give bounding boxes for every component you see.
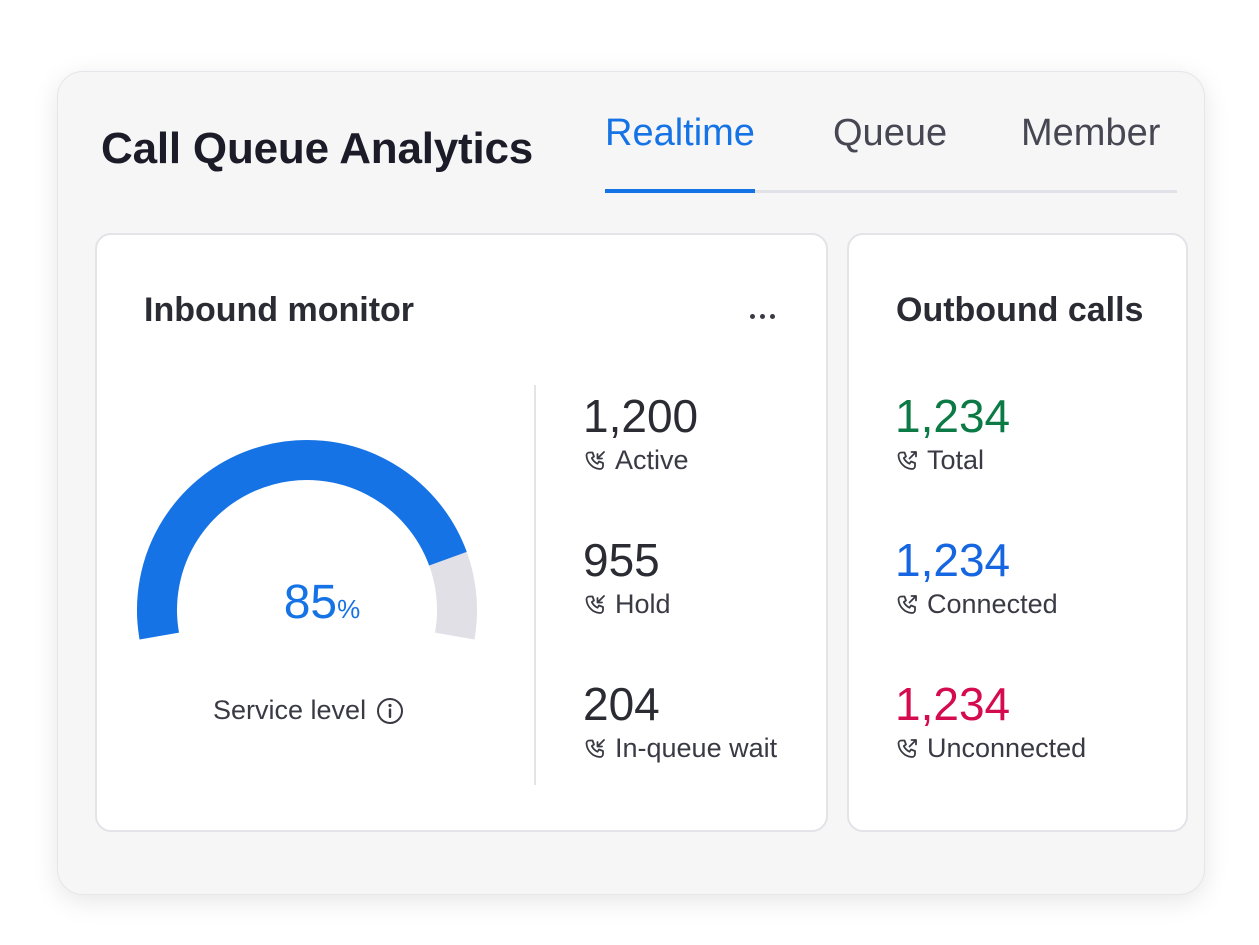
stat-connected: 1,234 Connected [895,534,1058,620]
more-options-button[interactable] [747,306,777,324]
tab-member[interactable]: Member [1021,112,1161,154]
card-divider [534,385,536,785]
service-level-caption: Service level [213,695,404,726]
stat-total: 1,234 Total [895,390,1010,476]
tab-realtime[interactable]: Realtime [605,112,755,193]
stat-label: Connected [927,589,1058,619]
more-horizontal-icon [749,314,755,319]
stat-value: 1,234 [895,534,1011,586]
stat-label: Hold [615,589,671,619]
gauge-fill [137,440,467,640]
info-icon[interactable] [376,697,404,725]
tab-queue[interactable]: Queue [833,112,948,154]
stat-active: 1,200 Active [583,390,698,476]
stat-label: Unconnected [927,733,1087,763]
service-level-unit: % [337,594,361,624]
stat-label: Total [927,445,985,475]
outgoing-call-icon [897,738,917,758]
stat-value: 955 [583,534,660,586]
stat-value: 1,200 [583,390,699,442]
service-level-label: Service level [213,695,367,725]
stat-hold: 955 Hold [583,534,671,620]
stat-value: 204 [583,678,660,730]
service-level-number: 85 [283,576,338,629]
service-level-value: 85% [247,575,397,630]
inbound-monitor-card: Inbound monitor 85% Service level 1,200 [95,233,828,832]
stat-value: 1,234 [895,678,1011,730]
stat-unconnected: 1,234 Unconnected [895,678,1086,764]
outbound-calls-title: Outbound calls [896,291,1144,329]
outgoing-call-icon [897,594,917,614]
incoming-call-icon [585,738,605,758]
inbound-monitor-title: Inbound monitor [144,291,415,329]
service-level-gauge [137,440,477,640]
tab-bar: Realtime Queue Member [605,106,1177,193]
stat-label: Active [615,445,689,475]
outbound-calls-card: Outbound calls 1,234 Total 1,234 Connect… [847,233,1188,832]
outgoing-call-icon [897,450,917,470]
stat-in-queue-wait: 204 In-queue wait [583,678,777,764]
stat-label: In-queue wait [615,733,778,763]
call-queue-panel: Call Queue Analytics Realtime Queue Memb… [57,71,1205,895]
page-title: Call Queue Analytics [101,124,534,173]
incoming-call-icon [585,450,605,470]
incoming-call-icon [585,594,605,614]
stat-value: 1,234 [895,390,1011,442]
